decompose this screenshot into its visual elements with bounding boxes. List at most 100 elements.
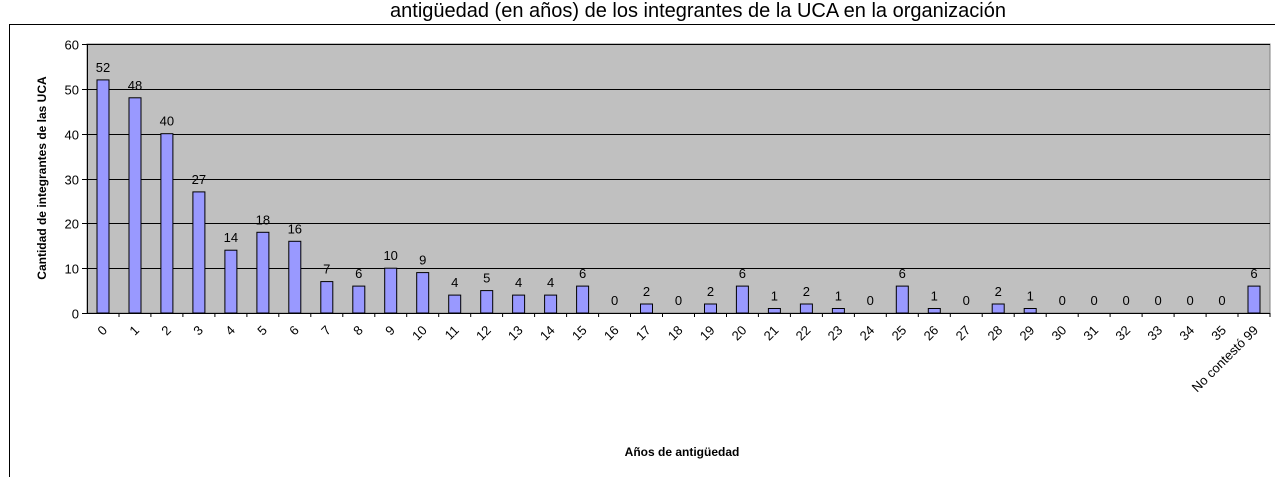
x-tick-label: 4 [222, 323, 238, 339]
data-label: 2 [803, 284, 810, 299]
bar [96, 79, 110, 314]
data-label: 0 [1122, 293, 1129, 308]
y-tick-label: 0 [72, 307, 79, 322]
bar [735, 285, 749, 314]
x-tick-label: 30 [1048, 323, 1069, 344]
data-label: 2 [643, 284, 650, 299]
x-tick-label: 33 [1144, 323, 1165, 344]
x-tick-label: 29 [1016, 323, 1037, 344]
data-label: 0 [1059, 293, 1066, 308]
x-tick-label: 7 [318, 323, 334, 339]
data-label: 10 [383, 248, 397, 263]
x-tick-label: 9 [382, 323, 398, 339]
bar [576, 285, 590, 314]
data-label: 1 [1027, 289, 1034, 304]
data-label: 0 [963, 293, 970, 308]
plot-area [86, 43, 1271, 314]
bar [224, 249, 238, 314]
y-axis-ticks: 0 10 20 30 40 50 60 [65, 38, 87, 322]
x-tick-label: 31 [1080, 323, 1101, 344]
data-label: 4 [451, 275, 458, 290]
data-label: 2 [995, 284, 1002, 299]
bar [320, 281, 334, 314]
data-label: 2 [707, 284, 714, 299]
x-tick-label: 8 [350, 323, 366, 339]
bar [128, 97, 142, 314]
data-label: 18 [256, 212, 270, 227]
x-tick-label: 5 [254, 323, 270, 339]
x-tick-label: 25 [889, 323, 910, 344]
data-label: 0 [675, 293, 682, 308]
x-tick-label: 1 [126, 323, 142, 339]
x-tick-label: 26 [921, 323, 942, 344]
bar [1023, 308, 1037, 314]
data-label: 6 [899, 266, 906, 281]
bar [160, 133, 174, 314]
bar [767, 308, 781, 314]
x-tick-label: 16 [601, 323, 622, 344]
y-tick-label: 20 [65, 217, 79, 232]
data-label: 1 [771, 289, 778, 304]
bar [831, 308, 845, 314]
data-label: 52 [96, 60, 110, 75]
bar [1247, 285, 1261, 314]
data-label: 0 [1186, 293, 1193, 308]
x-tick-label: 34 [1176, 323, 1197, 344]
x-tick-label: 6 [286, 323, 302, 339]
bar [927, 308, 941, 314]
bar [544, 294, 558, 314]
data-label: 6 [579, 266, 586, 281]
x-tick-label: 27 [953, 323, 974, 344]
y-tick-label: 60 [65, 38, 79, 53]
bar [895, 285, 909, 314]
bar [288, 240, 302, 314]
x-tick-label: 20 [729, 323, 750, 344]
y-tick-label: 30 [65, 173, 79, 188]
x-tick-label: 28 [984, 323, 1005, 344]
data-label: 0 [1218, 293, 1225, 308]
data-label: 6 [739, 266, 746, 281]
data-label: 0 [867, 293, 874, 308]
y-axis-title: Cantidad de integrantes de las UCA [35, 76, 49, 280]
x-tick-label: 18 [665, 323, 686, 344]
x-tick-label: 35 [1208, 323, 1229, 344]
data-label: 16 [288, 221, 302, 236]
data-label: 1 [835, 289, 842, 304]
x-axis-ticks: 0 1 2 3 4 5 6 7 8 9 10 11 12 13 14 15 16 17 18 19 20 21 22 23 24… [94, 313, 1271, 395]
chart-title: antigüedad (en años) de los integrantes … [390, 0, 1006, 22]
x-tick-label: 17 [633, 323, 654, 344]
bars-group [96, 79, 1261, 314]
y-tick-label: 50 [65, 83, 79, 98]
data-label: 0 [611, 293, 618, 308]
bar [512, 294, 526, 314]
bar [704, 303, 717, 314]
data-label: 0 [1154, 293, 1161, 308]
bar [991, 303, 1005, 314]
data-label: 48 [128, 78, 142, 93]
x-tick-label: 0 [94, 323, 110, 339]
data-label: 1 [931, 289, 938, 304]
data-label: 40 [160, 114, 174, 129]
bar [352, 285, 366, 314]
x-tick-label: 13 [505, 323, 526, 344]
bar [448, 294, 462, 314]
x-axis-title: Años de antigüedad [625, 445, 740, 459]
x-tick-label: 3 [190, 323, 206, 339]
bar [799, 303, 813, 314]
data-label: 6 [1250, 266, 1257, 281]
data-label: 0 [1090, 293, 1097, 308]
bar [256, 231, 270, 314]
x-tick-label: 15 [569, 323, 590, 344]
bar [192, 191, 206, 314]
data-label: 4 [515, 275, 522, 290]
data-label: 27 [192, 172, 206, 187]
bar [480, 290, 494, 314]
data-label: 14 [224, 230, 238, 245]
bar [384, 267, 398, 314]
x-tick-label: 22 [793, 323, 814, 344]
x-tick-label: 24 [857, 323, 878, 344]
chart-border [9, 24, 1275, 477]
